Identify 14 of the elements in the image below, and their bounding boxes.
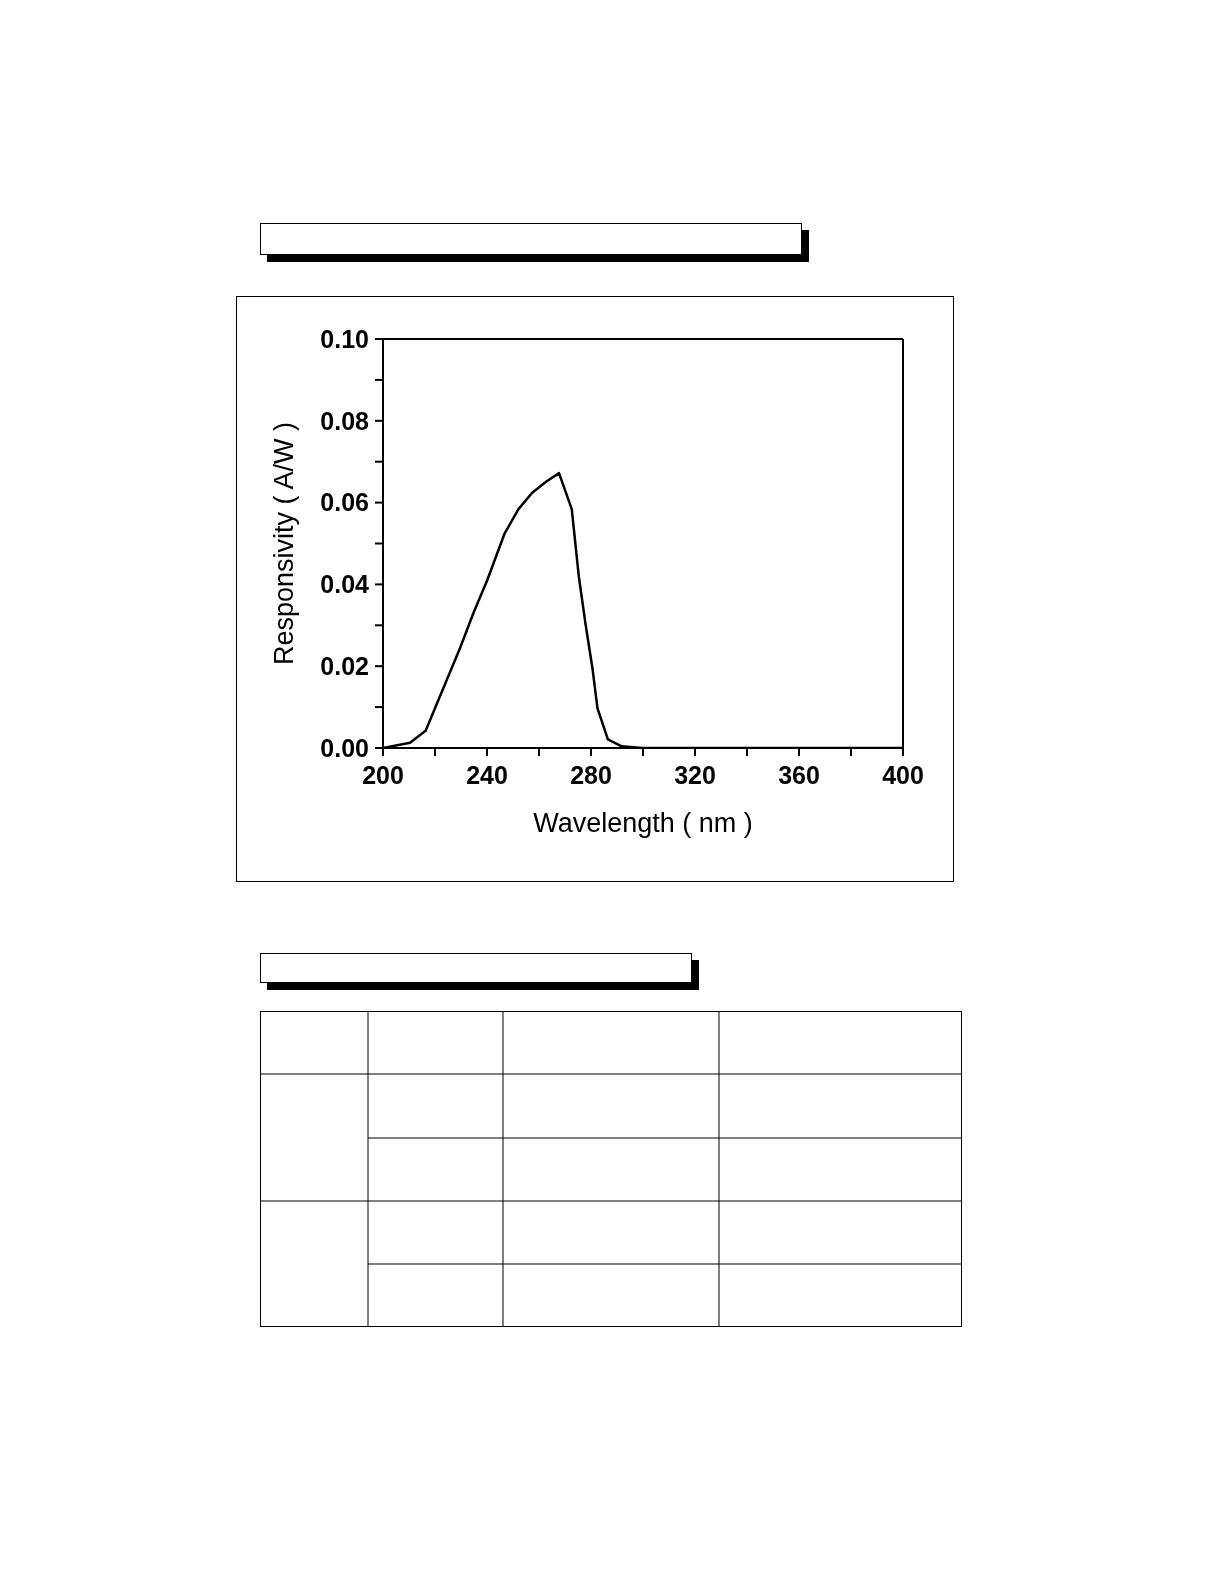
y-tick-label: 0.06 (320, 488, 369, 517)
x-tick-label: 200 (362, 760, 404, 789)
y-axis-title: Responsivity ( A/W ) (268, 421, 299, 666)
y-tick-label: 0.00 (320, 733, 369, 762)
y-tick-label: 0.10 (320, 324, 369, 353)
y-tick-label: 0.04 (320, 570, 370, 599)
x-tick-label: 240 (466, 760, 508, 789)
x-axis-title: Wavelength ( nm ) (533, 808, 753, 838)
y-tick-label: 0.02 (320, 652, 369, 681)
y-tick-label: 0.08 (320, 406, 370, 435)
x-tick-label: 320 (674, 760, 716, 789)
x-tick-label: 360 (778, 760, 820, 789)
x-tick-label: 400 (882, 760, 924, 789)
x-tick-label: 280 (570, 760, 612, 789)
